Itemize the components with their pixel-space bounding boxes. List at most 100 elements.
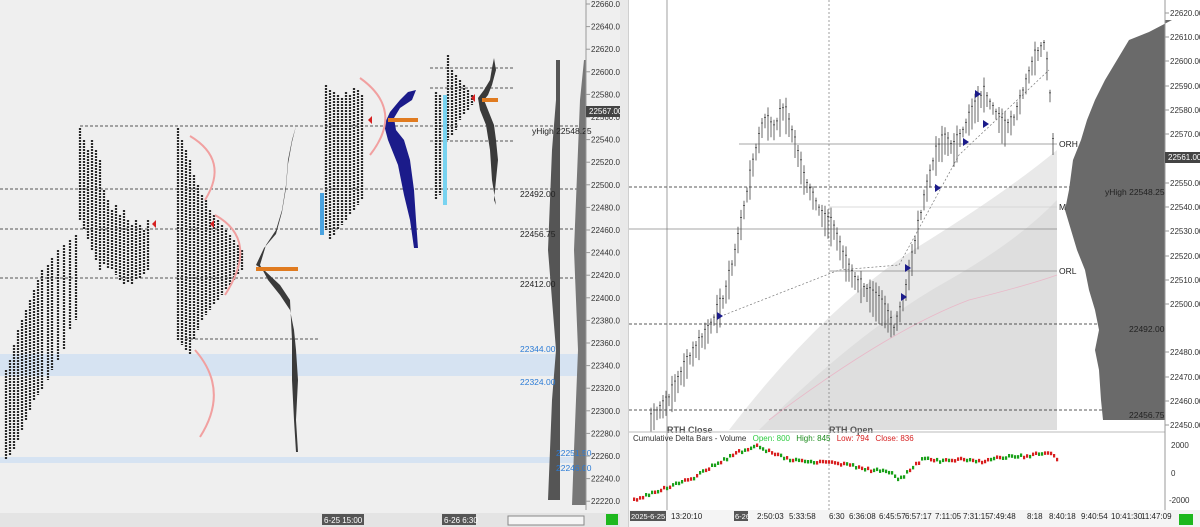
delta-bar [693, 476, 696, 481]
right-time-labels: 2025-6-25 13:20:10 6-26 2:50:03 5:33:58 6:30 6… [630, 511, 1172, 521]
right-yhigh-label: yHigh 22548.25 [1105, 187, 1165, 197]
delta-axis-neg2000: -2000 [1169, 496, 1190, 505]
level-22251-label: 22251.50 [556, 448, 592, 458]
right-status-green[interactable] [1179, 514, 1193, 525]
vwap-line [768, 274, 1058, 421]
delta-bar [666, 486, 669, 491]
left-chart-panel[interactable]: yHigh 22548.25 22492.00 22456.75 22412.0… [0, 0, 621, 527]
right-time-axis[interactable] [629, 510, 1200, 527]
delta-bar [657, 489, 660, 494]
cumulative-delta-bars [633, 443, 1059, 502]
time-label: 5:33:58 [789, 512, 816, 521]
panel-divider[interactable] [620, 0, 628, 527]
delta-bar [663, 485, 666, 490]
poc-marker-2 [482, 98, 498, 102]
right-axis-label: 22510.00 [1170, 276, 1200, 285]
right-price-axis[interactable]: 22620.00 22610.00 22600.00 22590.00 22580.00… [1165, 9, 1200, 430]
left-price-axis[interactable]: 22660.00 22640.00 22620.00 22600.00 22580.00… [586, 0, 620, 506]
delta-bar [828, 460, 831, 464]
time-label: 6-26 [735, 512, 750, 521]
delta-bar [705, 468, 708, 473]
left-axis-label: 22480.00 [591, 203, 620, 212]
right-axis-label: 22450.00 [1170, 421, 1200, 430]
delta-bar [891, 471, 894, 475]
delta-bar [945, 458, 948, 462]
delta-header: Cumulative Delta Bars - Volume Open: 800… [633, 434, 914, 443]
red-markers [152, 94, 475, 228]
delta-bar [642, 495, 645, 500]
candlestick-chart[interactable]: yHigh 22548.25 ORH M ORL 22492.00 22456.… [629, 0, 1200, 527]
delta-bar [873, 468, 876, 473]
level-22412-label: 22412.00 [520, 279, 556, 289]
left-axis-label: 22340.00 [591, 362, 620, 371]
left-current-price: 22567.00 [589, 107, 620, 116]
delta-bar [819, 459, 822, 464]
delta-bar [963, 457, 966, 462]
delta-bar [729, 453, 732, 458]
delta-bar [714, 463, 717, 468]
delta-bar [738, 449, 741, 453]
delta-bar [777, 452, 780, 457]
left-axis-label: 22260.00 [591, 452, 620, 461]
delta-bar [939, 460, 942, 464]
delta-bar [765, 449, 768, 454]
delta-bar [951, 458, 954, 463]
delta-bar [675, 481, 678, 485]
delta-bar [1044, 451, 1047, 455]
time-label-1: 6-25 15:00 [324, 516, 363, 525]
delta-bar [921, 457, 924, 461]
left-scrollbar[interactable] [507, 515, 585, 526]
delta-bar [780, 453, 783, 458]
delta-bar [741, 450, 744, 455]
left-axis-label: 22240.00 [591, 475, 620, 484]
m-label: M [1059, 202, 1066, 212]
delta-bar [1038, 452, 1041, 456]
delta-bar [678, 481, 681, 486]
delta-high: High: 845 [796, 434, 831, 443]
delta-bar [915, 461, 918, 466]
delta-bar [681, 480, 684, 484]
time-label: 6:57:17 [905, 512, 932, 521]
delta-bar [1017, 455, 1020, 459]
level-22246-label: 22246.00 [556, 463, 592, 473]
tpo-profile-chart[interactable]: yHigh 22548.25 22492.00 22456.75 22412.0… [0, 0, 620, 527]
time-label: 7:31:15 [963, 512, 990, 521]
left-axis-label: 22360.00 [591, 339, 620, 348]
delta-bar [924, 456, 927, 461]
delta-bar [744, 448, 747, 452]
left-axis-label: 22560.00 [591, 113, 620, 122]
delta-bar [906, 470, 909, 474]
left-axis-label: 22380.00 [591, 316, 620, 325]
right-volume-profile [1065, 20, 1172, 420]
right-chart-panel[interactable]: yHigh 22548.25 ORH M ORL 22492.00 22456.… [628, 0, 1200, 527]
delta-bar [822, 459, 825, 464]
delta-bar [696, 473, 699, 478]
time-label: 11:47:09 [1141, 512, 1172, 521]
delta-bar [966, 458, 969, 463]
delta-bar [864, 468, 867, 472]
delta-bar [840, 463, 843, 467]
delta-bar [861, 466, 864, 471]
delta-bar [639, 496, 642, 500]
time-label: 6:45:57 [879, 512, 906, 521]
delta-bar [1035, 451, 1038, 456]
delta-bar [768, 448, 771, 453]
right-axis-label: 22520.00 [1170, 252, 1200, 261]
right-axis-label: 22570.00 [1170, 130, 1200, 139]
delta-bar [900, 475, 903, 480]
right-current-price-box [1165, 152, 1200, 163]
left-axis-label: 22500.00 [591, 181, 620, 190]
delta-bar [723, 457, 726, 461]
delta-bar [876, 467, 879, 472]
time-box-1 [322, 514, 364, 525]
delta-bar [702, 469, 705, 473]
delta-bar [855, 466, 858, 470]
delta-bar [849, 463, 852, 467]
delta-bar [774, 452, 777, 457]
vwap-band-inner [759, 200, 1057, 430]
delta-title: Cumulative Delta Bars - Volume [633, 434, 747, 443]
volume-profile-3 [548, 60, 560, 500]
time-label-2: 6-26 6:30 [444, 516, 478, 525]
delta-bar [645, 493, 648, 497]
left-status-green[interactable] [606, 514, 618, 525]
